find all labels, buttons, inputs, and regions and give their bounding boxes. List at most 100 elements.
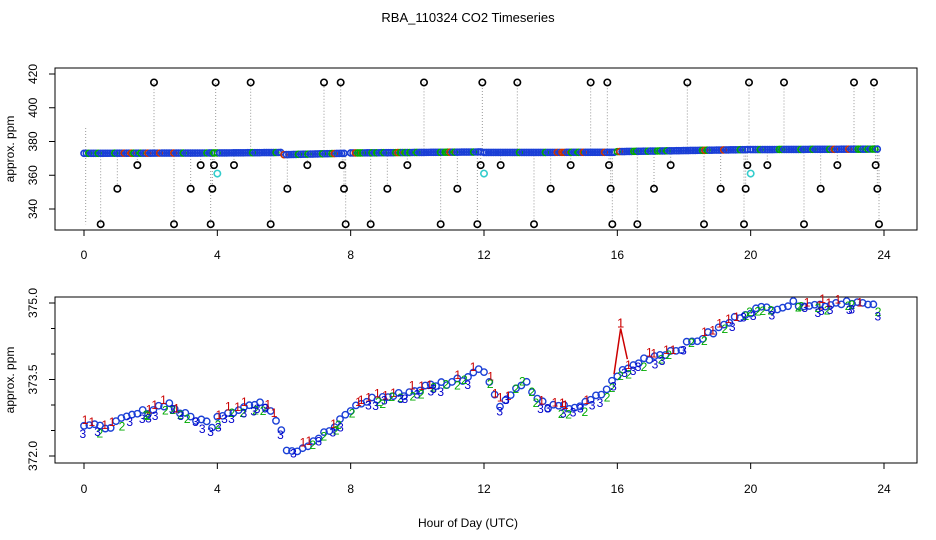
top-baseline-point	[431, 148, 440, 157]
bottom-data-point	[592, 391, 600, 400]
top-baseline-point	[379, 148, 388, 157]
top-cyan-point	[746, 169, 755, 178]
top-baseline-point	[191, 149, 199, 157]
bottom-series-3-label: 3	[496, 404, 503, 418]
top-baseline-point	[527, 148, 536, 157]
top-outlier-point	[303, 161, 312, 170]
bottom-series-2-label: 2	[529, 385, 536, 399]
top-outlier-point	[453, 184, 462, 193]
top-baseline-point	[534, 148, 543, 157]
top-baseline-point	[462, 148, 471, 156]
bottom-data-point	[181, 408, 190, 417]
bottom-data-point	[101, 424, 110, 433]
top-outlier-point	[230, 161, 239, 170]
top-baseline-point	[873, 145, 882, 153]
bottom-series-3-label: 3	[199, 422, 206, 436]
bottom-data-point	[245, 401, 254, 410]
top-baseline-point	[446, 148, 454, 157]
bottom-data-point	[128, 410, 136, 419]
top-baseline-point	[577, 148, 585, 157]
top-baseline-point	[120, 149, 128, 158]
bottom-series-1-label: 1	[733, 310, 740, 324]
top-outlier-point	[186, 184, 195, 193]
top-outlier-point	[699, 220, 708, 229]
top-outlier-point	[206, 220, 215, 229]
top-outlier-point	[608, 220, 617, 229]
bottom-series-2-label: 2	[162, 403, 169, 417]
top-x-tick-label: 0	[81, 248, 88, 262]
top-baseline-point	[356, 149, 364, 157]
top-baseline-point	[820, 145, 829, 154]
bottom-series-1-label: 1	[454, 368, 461, 382]
top-outlier-point	[799, 220, 808, 229]
top-baseline-point	[151, 149, 159, 157]
top-baseline-point	[847, 145, 855, 153]
bottom-data-point	[85, 421, 94, 430]
top-outlier-point	[604, 161, 613, 170]
top-baseline-point	[818, 145, 827, 154]
bottom-series-2-label: 2	[321, 429, 328, 443]
bottom-series-3-label: 3	[397, 392, 404, 406]
bottom-series-3-label: 3	[215, 421, 222, 435]
bottom-series-2-label: 2	[379, 397, 386, 411]
top-baseline-point	[82, 149, 91, 158]
top-baseline-point	[144, 149, 152, 157]
top-baseline-point	[570, 148, 578, 157]
top-baseline-point	[773, 145, 781, 154]
bottom-data-point	[677, 346, 686, 355]
top-outlier-point	[478, 78, 487, 87]
bottom-series-2-label: 2	[759, 304, 766, 318]
top-baseline-point	[852, 145, 860, 153]
top-baseline-point	[813, 145, 822, 154]
top-outlier-point	[246, 78, 255, 87]
top-baseline-point	[203, 149, 211, 157]
top-baseline-point	[487, 148, 495, 157]
top-baseline-point	[127, 149, 136, 157]
bottom-series-3-label: 3	[680, 343, 687, 357]
top-baseline-point	[770, 145, 779, 154]
top-baseline-point	[593, 148, 602, 157]
top-baseline-point	[139, 149, 147, 157]
bottom-data-point	[480, 368, 488, 377]
bottom-series-1-label: 1	[826, 296, 833, 310]
bottom-data-point	[869, 300, 878, 309]
top-baseline-point	[806, 145, 815, 154]
top-baseline-point	[417, 148, 426, 157]
top-outlier-point	[683, 78, 692, 87]
top-baseline-point	[799, 145, 808, 154]
bottom-data-point	[405, 388, 414, 397]
top-baseline-point	[515, 148, 524, 157]
top-baseline-point	[391, 148, 400, 157]
bottom-data-point	[730, 312, 739, 321]
top-baseline-point	[106, 149, 114, 158]
top-baseline-point	[113, 149, 121, 158]
top-baseline-point	[797, 145, 805, 154]
top-y-axis: 340 360 380 400 420	[26, 64, 56, 219]
bottom-data-point	[261, 403, 270, 412]
bottom-series-3-label: 3	[610, 379, 617, 393]
bottom-data-point	[165, 399, 174, 408]
top-baseline-point	[789, 145, 798, 154]
bottom-series-2-label: 2	[767, 303, 774, 317]
bottom-series-2-label: 2	[252, 404, 259, 418]
top-x-tick-label: 12	[477, 248, 491, 262]
bottom-data-point	[272, 416, 280, 425]
bottom-data-point	[544, 404, 552, 413]
top-baseline-point	[787, 145, 796, 154]
top-baseline-point	[565, 148, 573, 157]
top-baseline-point	[832, 145, 841, 154]
top-baseline-point	[866, 145, 874, 153]
top-baseline-point	[849, 145, 858, 153]
bottom-series-3-label: 3	[630, 364, 637, 378]
bottom-series-3-label: 3	[589, 399, 596, 413]
bottom-data-point	[645, 356, 654, 364]
top-baseline-point	[499, 148, 507, 157]
bottom-series-3-label: 3	[126, 415, 133, 429]
bottom-x-tick-label: 20	[744, 482, 758, 496]
bottom-series-3-label: 3	[740, 311, 747, 325]
bottom-data-point	[304, 442, 312, 451]
bottom-data-point	[661, 351, 670, 359]
bottom-series-1-label: 1	[374, 387, 381, 401]
top-outlier-point	[716, 184, 725, 193]
bottom-series-3-label: 3	[372, 399, 379, 413]
